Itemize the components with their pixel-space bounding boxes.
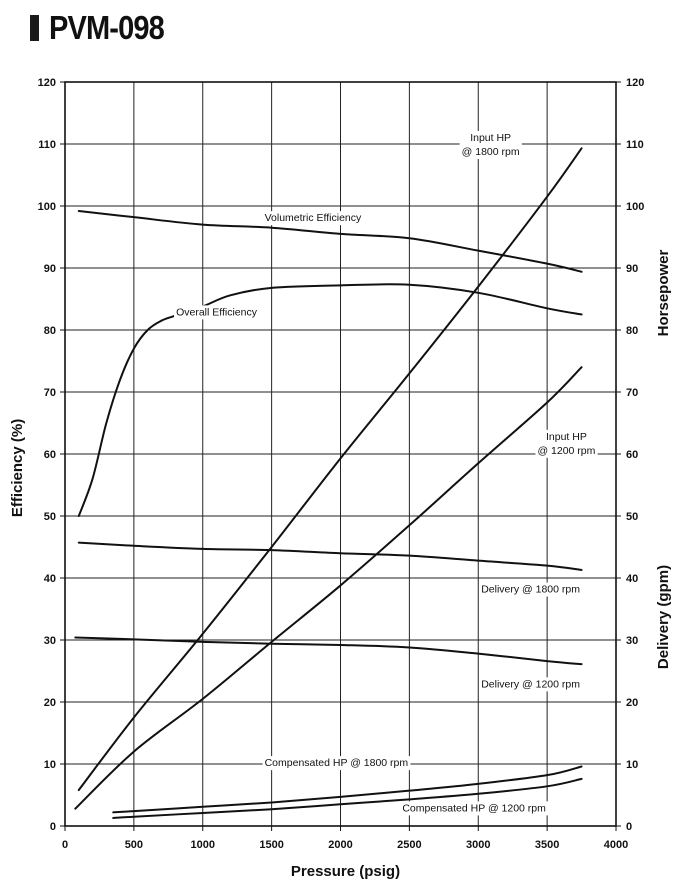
x-tick-label: 1000 <box>191 839 215 851</box>
curve-label-text: Delivery @ 1800 rpm <box>481 584 580 596</box>
curve-label: Overall Efficiency <box>174 305 260 320</box>
y-right-tick-label: 100 <box>626 201 644 213</box>
y-left-tick-label: 30 <box>44 635 56 647</box>
series-line-compensated-hp-1800-rpm <box>112 765 583 814</box>
y-right-axis-title-horsepower: Horsepower <box>655 249 672 336</box>
y-right-tick-label: 70 <box>626 387 638 399</box>
y-left-tick-label: 110 <box>38 139 56 151</box>
y-left-tick-label: 20 <box>44 697 56 709</box>
x-tick-label: 500 <box>125 839 143 851</box>
y-right-tick-label: 30 <box>626 635 638 647</box>
x-axis-title: Pressure (psig) <box>291 863 400 880</box>
curve-label-background <box>262 211 365 226</box>
y-left-tick-label: 90 <box>44 263 56 275</box>
y-right-tick-label: 60 <box>626 449 638 461</box>
x-tick-label: 0 <box>62 839 68 851</box>
curve-label: Input HP @ 1800 rpm <box>459 131 522 159</box>
series-line-input-hp-1200-rpm <box>74 366 583 810</box>
title-block: PVM-098 <box>30 8 180 48</box>
curve-label-background <box>174 305 260 320</box>
title-marker-bar <box>30 15 39 41</box>
curve-label: Volumetric Efficiency <box>262 211 365 226</box>
y-right-tick-label: 20 <box>626 697 638 709</box>
curve-label-background <box>459 131 522 159</box>
curve-label: Delivery @ 1200 rpm <box>479 677 583 692</box>
y-right-tick-label: 110 <box>626 139 644 151</box>
curve-label-text: Volumetric Efficiency <box>265 212 362 224</box>
curve-label-background <box>400 801 549 816</box>
x-tick-label: 3500 <box>535 839 559 851</box>
y-right-tick-label: 90 <box>626 263 638 275</box>
curve-label: Compensated HP @ 1800 rpm <box>262 756 411 771</box>
y-right-tick-label: 50 <box>626 511 638 523</box>
y-right-tick-label: 40 <box>626 573 638 585</box>
page-title: PVM-098 <box>49 9 165 46</box>
series-line-delivery-1200-rpm <box>74 636 583 666</box>
y-left-axis-title: Efficiency (%) <box>9 419 26 517</box>
y-right-axis-title-delivery: Delivery (gpm) <box>655 565 672 669</box>
x-tick-label: 3000 <box>466 839 490 851</box>
y-left-tick-label: 40 <box>44 573 56 585</box>
y-right-tick-label: 0 <box>626 821 632 833</box>
curve-label-text: Compensated HP @ 1200 rpm <box>402 802 546 814</box>
curve-label: Compensated HP @ 1200 rpm <box>400 801 549 816</box>
x-tick-label: 4000 <box>604 839 628 851</box>
x-tick-label: 1500 <box>259 839 283 851</box>
series-line-delivery-1800-rpm <box>77 541 583 571</box>
y-left-tick-label: 80 <box>44 325 56 337</box>
x-tick-label: 2500 <box>397 839 421 851</box>
y-right-tick-label: 80 <box>626 325 638 337</box>
series-line-compensated-hp-1200-rpm <box>112 777 583 819</box>
curve-label-background <box>262 756 411 771</box>
curve-label: Delivery @ 1800 rpm <box>479 582 583 597</box>
x-tick-label: 2000 <box>328 839 352 851</box>
y-right-tick-label: 120 <box>626 77 644 89</box>
y-left-tick-label: 120 <box>38 77 56 89</box>
y-left-tick-label: 10 <box>44 759 56 771</box>
y-left-tick-label: 60 <box>44 449 56 461</box>
series-line-volumetric-efficiency <box>77 209 583 273</box>
curve-label-text: Delivery @ 1200 rpm <box>481 678 580 690</box>
curve-label-background <box>479 582 583 597</box>
curve-label-text: Compensated HP @ 1800 rpm <box>265 757 409 769</box>
series-line-overall-efficiency <box>77 283 583 517</box>
series-line-input-hp-1800-rpm <box>77 147 583 792</box>
y-left-tick-label: 100 <box>38 201 56 213</box>
y-left-tick-label: 0 <box>50 821 56 833</box>
curve-label-text: Input HP <box>470 132 511 144</box>
curve-label-text: Overall Efficiency <box>176 306 258 318</box>
curve-label-text: @ 1800 rpm <box>462 146 520 158</box>
curve-label-background <box>479 677 583 692</box>
y-right-tick-label: 10 <box>626 759 638 771</box>
y-left-tick-label: 50 <box>44 511 56 523</box>
curve-label-background <box>535 429 598 458</box>
curve-label-text: @ 1200 rpm <box>537 445 595 457</box>
y-left-tick-label: 70 <box>44 387 56 399</box>
curve-label-text: Input HP <box>546 431 587 443</box>
curve-label: Input HP @ 1200 rpm <box>535 429 598 458</box>
